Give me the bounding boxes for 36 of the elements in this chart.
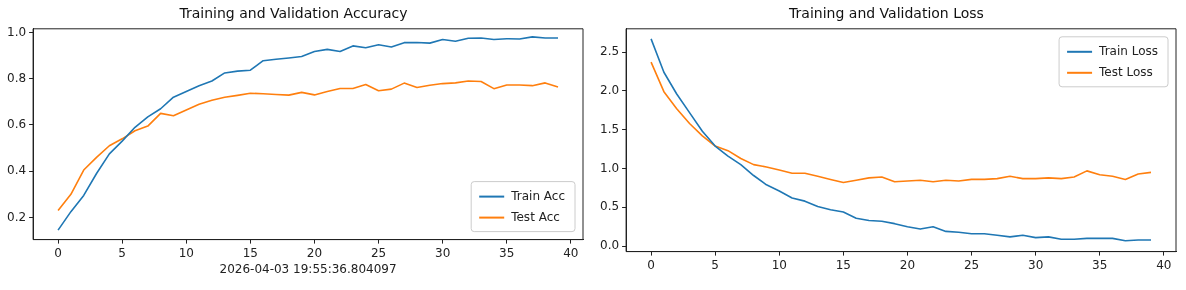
x-tick-label: 20 [306,245,323,260]
x-tick-label: 10 [771,257,787,272]
x-tick-label: 15 [242,245,258,260]
y-tick-label: 1.5 [599,121,620,136]
x-tick-label: 10 [178,245,194,260]
legend-label: Test Loss [1098,64,1153,79]
y-tick-label: 0.6 [6,117,27,132]
y-tick-label: 0.4 [6,163,27,178]
x-tick-label: 30 [435,245,451,260]
chart-title: Training and Validation Loss [788,5,984,22]
x-tick-label: 25 [963,257,980,272]
x-tick-label: 35 [1092,257,1108,272]
x-tick-label: 0 [647,257,655,272]
x-tick-label: 20 [899,257,916,272]
y-tick-label: 0.8 [6,70,27,85]
text: 2026-04-03 19:55:36.804097 [219,261,397,276]
legend-label: Train Loss [1098,43,1159,58]
y-tick-label: 2.5 [599,44,620,59]
y-tick-label: 0.0 [599,238,620,253]
y-tick-label: 0.5 [599,199,620,214]
y-tick-label: 1.0 [599,160,620,175]
x-tick-label: 40 [1156,257,1172,272]
x-tick-label: 30 [1028,257,1044,272]
y-tick-label: 2.0 [599,83,620,98]
y-tick-label: 1.0 [6,24,27,39]
legend-label: Train Acc [510,188,566,203]
x-tick-label: 0 [54,245,62,260]
x-tick-label: 5 [118,245,126,260]
x-tick-label: 25 [370,245,387,260]
legend-label: Test Acc [510,209,560,224]
y-tick-label: 0.2 [6,209,27,224]
x-tick-label: 15 [835,257,851,272]
chart-title: Training and Validation Accuracy [178,5,408,22]
x-tick-label: 40 [563,245,579,260]
x-tick-label: 5 [711,257,719,272]
x-tick-label: 35 [499,245,515,260]
